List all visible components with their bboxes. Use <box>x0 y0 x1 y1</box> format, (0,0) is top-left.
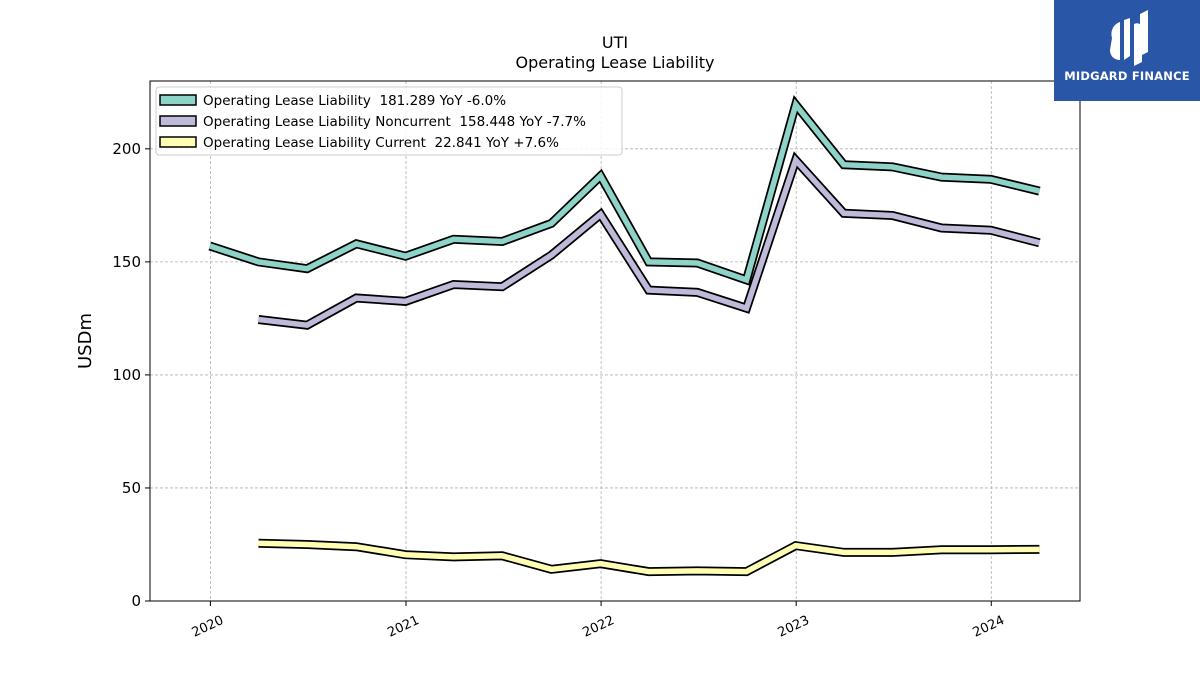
legend-swatch-3 <box>159 136 197 148</box>
legend-label-3: Operating Lease Liability Current 22.841… <box>203 135 559 151</box>
series-group <box>208 95 1041 577</box>
x-tick-label: 2022 <box>580 613 616 641</box>
chart-title: UTI <box>602 33 628 52</box>
brand-logo: MIDGARD FINANCE <box>1054 0 1200 101</box>
legend-swatch-1 <box>159 94 197 106</box>
legend-swatch-2 <box>159 115 197 127</box>
plot-area-frame <box>149 80 1081 602</box>
x-tick-label: 2020 <box>190 613 226 641</box>
brand-logo-text: MIDGARD FINANCE <box>1064 69 1190 83</box>
y-axis-label: USDm <box>75 313 96 369</box>
y-tick-label: 100 <box>112 366 141 384</box>
series-1-line <box>209 98 1041 284</box>
y-tick-label: 150 <box>112 253 141 271</box>
legend-box <box>155 86 623 156</box>
y-tick-label: 0 <box>131 592 141 610</box>
midgard-logo-icon <box>1110 10 1148 66</box>
series-2-line <box>258 154 1041 329</box>
y-tick-label: 50 <box>122 479 141 497</box>
grid <box>150 81 1080 602</box>
legend-label-1: Operating Lease Liability 181.289 YoY -6… <box>203 93 506 109</box>
x-tick-label: 2024 <box>971 613 1007 641</box>
series-3-line <box>258 540 1040 575</box>
x-tick-label: 2021 <box>385 613 421 641</box>
legend: Operating Lease Liability 181.289 YoY -6… <box>155 86 623 156</box>
chart-subtitle: Operating Lease Liability <box>515 53 714 72</box>
x-tick-label: 2023 <box>776 613 812 641</box>
y-tick-label: 200 <box>112 140 141 158</box>
legend-label-2: Operating Lease Liability Noncurrent 158… <box>203 114 586 130</box>
